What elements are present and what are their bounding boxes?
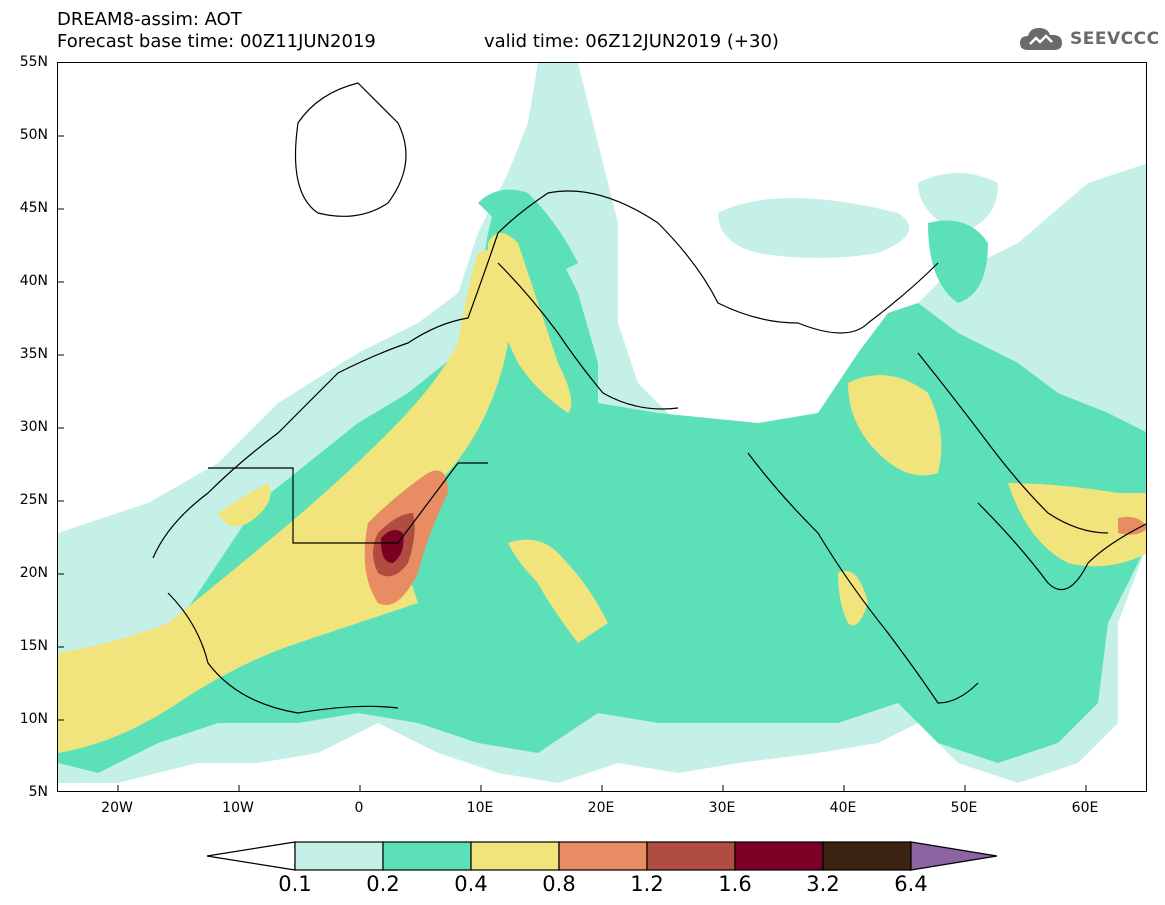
colorbar-bin-4 <box>558 841 648 871</box>
colorbar-bin-1 <box>294 841 384 871</box>
colorbar-label-3-2: 3.2 <box>806 872 840 896</box>
valid-time: valid time: 06Z12JUN2019 (+30) <box>484 31 779 52</box>
lon-label-20e: 20E <box>587 800 615 816</box>
colorbar-label-0-8: 0.8 <box>542 872 576 896</box>
lat-label-20n: 20N <box>19 565 48 581</box>
colorbar <box>206 841 998 871</box>
lat-label-35n: 35N <box>19 346 48 362</box>
colorbar-label-1-6: 1.6 <box>718 872 752 896</box>
lon-label-10e: 10E <box>466 800 494 816</box>
lat-label-15n: 15N <box>19 638 48 654</box>
aot-field <box>58 63 1146 791</box>
aot-map <box>57 62 1147 792</box>
colorbar-bin-6 <box>734 841 824 871</box>
seevccc-logo: SEEVCCC <box>1018 24 1160 54</box>
lon-label-50e: 50E <box>950 800 978 816</box>
lon-label-40e: 40E <box>829 800 857 816</box>
lat-label-25n: 25N <box>19 492 48 508</box>
colorbar-bin-7 <box>822 841 912 871</box>
lat-label-45n: 45N <box>19 200 48 216</box>
axis-ticks <box>58 135 1087 791</box>
colorbar-label-0-4: 0.4 <box>454 872 488 896</box>
cloud-icon <box>1020 28 1062 50</box>
forecast-base-time: Forecast base time: 00Z11JUN2019 <box>57 31 376 52</box>
lat-label-5n: 5N <box>28 784 48 800</box>
coastlines <box>152 82 1146 714</box>
aot-level-1-6 <box>380 529 404 563</box>
colorbar-below <box>206 841 296 871</box>
colorbar-bin-2 <box>382 841 472 871</box>
colorbar-above <box>910 841 998 871</box>
lat-label-55n: 55N <box>19 54 48 70</box>
logo-text: SEEVCCC <box>1070 29 1160 49</box>
lon-label-20w: 20W <box>101 800 133 816</box>
lat-label-40n: 40N <box>19 273 48 289</box>
aot-level-0-4 <box>58 233 1146 753</box>
colorbar-label-1-2: 1.2 <box>630 872 664 896</box>
lat-label-10n: 10N <box>19 711 48 727</box>
colorbar-label-0-1: 0.1 <box>278 872 312 896</box>
lon-label-60e: 60E <box>1071 800 1099 816</box>
lon-label-0: 0 <box>354 800 364 816</box>
colorbar-label-0-2: 0.2 <box>366 872 400 896</box>
lat-label-50n: 50N <box>19 127 48 143</box>
lon-label-10w: 10W <box>222 800 254 816</box>
lon-label-30e: 30E <box>708 800 736 816</box>
colorbar-label-6-4: 6.4 <box>894 872 928 896</box>
lat-label-30n: 30N <box>19 419 48 435</box>
colorbar-bin-5 <box>646 841 736 871</box>
colorbar-bin-3 <box>470 841 560 871</box>
chart-title: DREAM8-assim: AOT <box>57 9 242 30</box>
